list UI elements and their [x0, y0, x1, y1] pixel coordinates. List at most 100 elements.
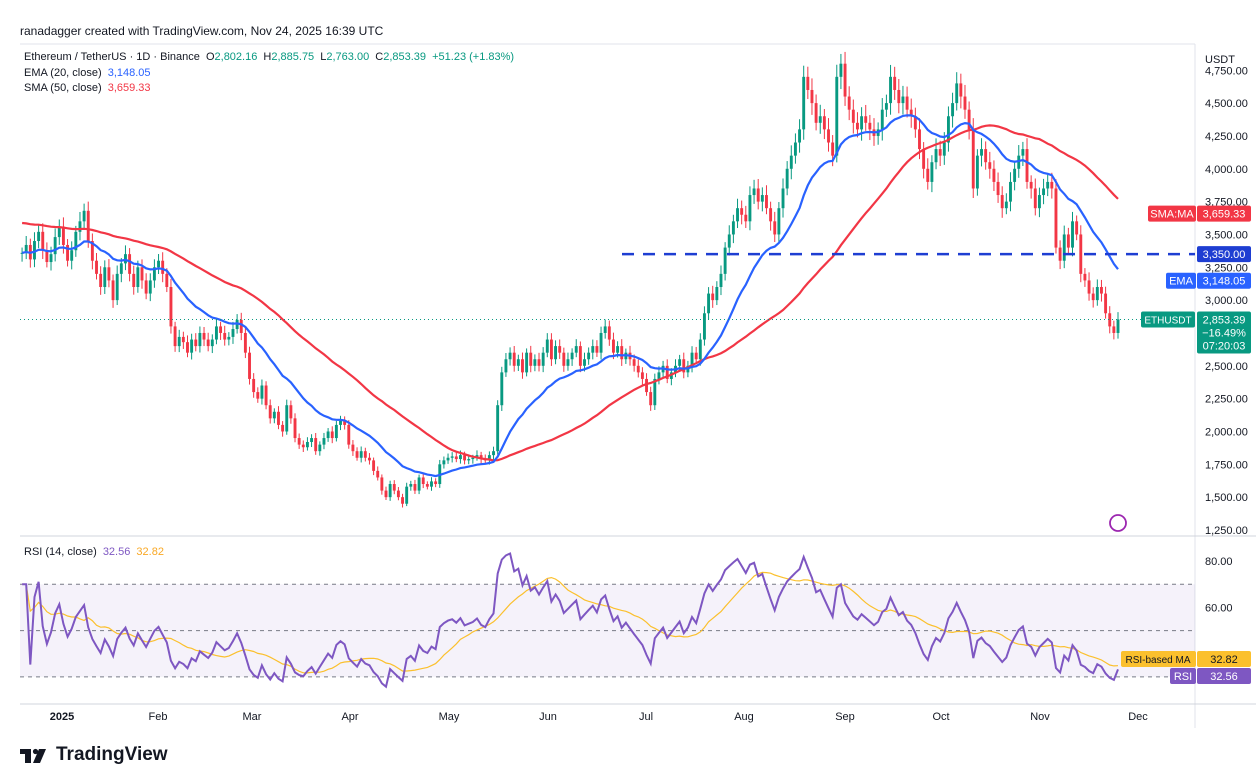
candle-body [785, 168, 789, 189]
candle-body [781, 188, 785, 209]
candle-body [334, 424, 338, 439]
candle-body [492, 451, 495, 456]
rsi-ma-badge-value: 32.82 [1210, 654, 1238, 666]
price-tick: 1,500.00 [1205, 492, 1248, 504]
candle-body [822, 116, 826, 130]
candle-body [1042, 188, 1046, 196]
candle-body [980, 149, 983, 156]
candle-body [161, 260, 165, 274]
candle-body [260, 385, 264, 399]
candle-body [500, 372, 504, 406]
price-chart[interactable]: USDT4,750.004,500.004,250.004,000.003,75… [0, 0, 1256, 740]
candle-body [177, 336, 181, 347]
candle-body [595, 346, 599, 353]
sma-badge-label: SMA:MA [1150, 209, 1194, 221]
candle-body [988, 162, 992, 169]
candle-body [938, 149, 942, 156]
candle-body [190, 339, 194, 353]
rsi-ma-legend-value: 32.82 [136, 546, 164, 558]
candle-body [310, 438, 314, 442]
open-value: 2,802.16 [214, 51, 258, 63]
candle-body [1017, 155, 1021, 169]
price-tick: 4,750.00 [1205, 65, 1248, 77]
candle-body [144, 280, 148, 294]
candle-body [305, 441, 309, 448]
tradingview-logo-icon [20, 748, 46, 763]
candle-body [984, 149, 988, 163]
sma-badge-value-bg [1197, 205, 1251, 222]
candle-body [277, 411, 280, 425]
candle-body [181, 336, 185, 343]
candle-body [70, 250, 74, 261]
candle-body [124, 254, 127, 264]
ema-line [21, 114, 1119, 478]
tradingview-logo[interactable]: TradingView [20, 744, 168, 766]
ema-legend[interactable]: EMA (20, close) 3,148.05 [24, 66, 151, 80]
candle-body [967, 109, 971, 130]
price-tick: 3,500.00 [1205, 229, 1248, 241]
candle-body [1050, 181, 1054, 189]
candle-body [86, 210, 90, 242]
candle-body [1071, 221, 1074, 248]
sma-legend[interactable]: SMA (50, close) 3,659.33 [24, 81, 151, 95]
close-label: C [375, 51, 384, 63]
candle-body [537, 359, 541, 366]
candle-body [111, 280, 115, 301]
candle-body [831, 142, 835, 156]
candle-body [301, 444, 305, 448]
candle-body [744, 214, 748, 222]
candle-body [326, 431, 330, 439]
time-tick: Dec [1128, 711, 1148, 723]
time-tick: Nov [1030, 711, 1050, 723]
candle-body [851, 109, 855, 123]
candle-body [752, 188, 756, 196]
candle-body [740, 208, 744, 215]
candle-body [549, 339, 553, 360]
ema-legend-label: EMA (20, close) [24, 67, 102, 79]
candle-body [645, 378, 648, 393]
candle-body [839, 63, 843, 77]
candle-body [186, 342, 189, 353]
alert-icon[interactable] [1109, 514, 1127, 532]
candle-body [901, 96, 905, 104]
footer-brand: TradingView [56, 744, 168, 765]
time-tick: Apr [341, 711, 358, 723]
candle-body [243, 332, 247, 353]
candle-body [1046, 181, 1050, 189]
candle-body [322, 438, 326, 445]
candle-body [793, 142, 797, 156]
candle-body [678, 359, 682, 366]
candle-body [434, 481, 438, 485]
candle-body [248, 352, 251, 379]
rsi-legend[interactable]: RSI (14, close) 32.56 32.82 [24, 545, 164, 559]
candle-body [856, 122, 859, 130]
candle-body [223, 332, 227, 340]
symbol-name[interactable]: Ethereum / TetherUS · 1D · Binance [24, 51, 200, 63]
candle-body [417, 477, 421, 491]
candle-body [372, 460, 376, 471]
time-tick: 2025 [50, 711, 74, 723]
candle-body [591, 346, 595, 353]
candle-body [723, 247, 727, 274]
candle-body [148, 280, 152, 294]
rsi-ma-badge-value-bg [1197, 651, 1251, 667]
candle-body [521, 359, 524, 373]
candle-body [363, 451, 367, 458]
candle-body [934, 149, 938, 163]
candle-body [893, 76, 897, 90]
candle-body [607, 326, 611, 340]
candle-body [99, 273, 103, 287]
rsi-tick: 80.00 [1205, 556, 1233, 568]
sma-badge-label-bg [1148, 205, 1196, 222]
candle-body [516, 359, 520, 366]
candle-body [942, 142, 946, 156]
candle-body [272, 411, 276, 419]
candle-body [330, 431, 334, 439]
candle-body [843, 63, 847, 97]
ema-legend-value: 3,148.05 [107, 67, 151, 79]
candle-body [405, 486, 409, 504]
price-badge-value: 2,853.39 [1203, 314, 1246, 326]
rsi-badge-value-bg [1197, 668, 1251, 684]
candle-body [504, 359, 508, 373]
candle-body [574, 346, 578, 353]
